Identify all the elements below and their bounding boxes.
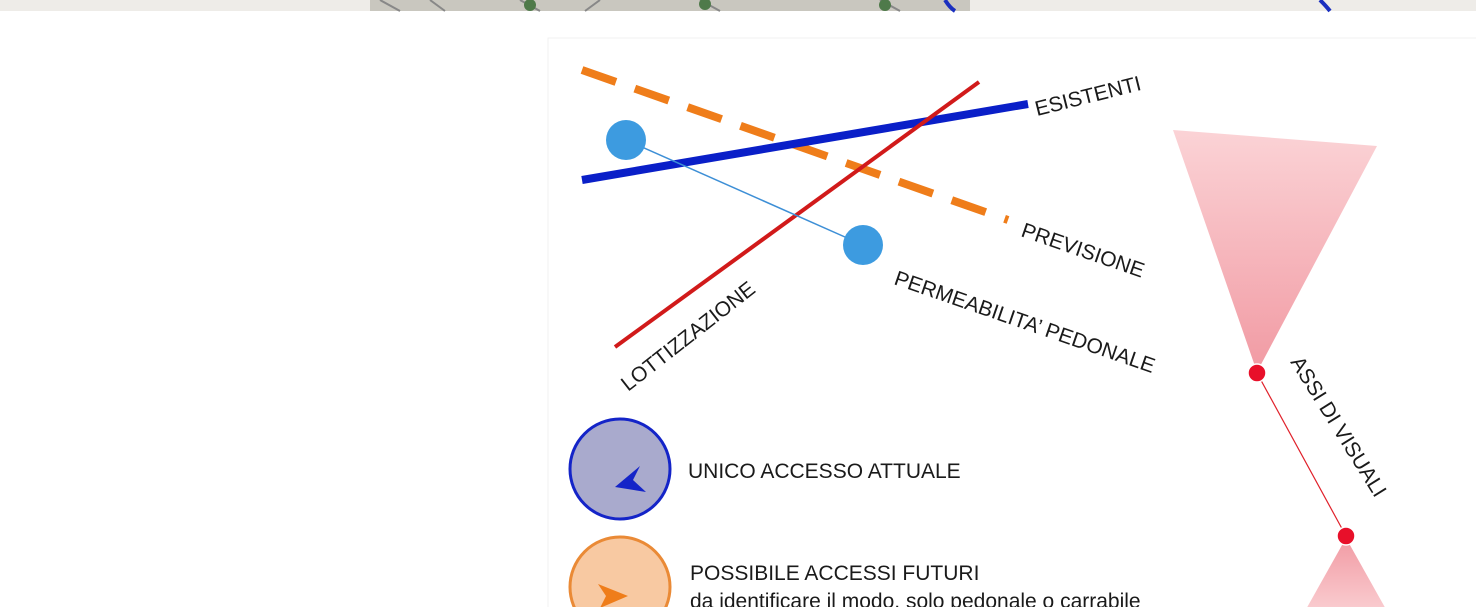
map-legend: ESISTENTI PREVISIONE LOTTIZZAZIONE PERME… <box>0 0 1476 607</box>
view-point <box>1248 364 1266 382</box>
pedestrian-node <box>843 225 883 265</box>
view-point <box>1337 527 1355 545</box>
future-access-note: da identificare il modo, solo pedonale o… <box>690 590 1141 607</box>
pedestrian-node <box>606 120 646 160</box>
future-access-label: POSSIBILE ACCESSI FUTURI <box>690 562 979 585</box>
page: ESISTENTI PREVISIONE LOTTIZZAZIONE PERME… <box>0 0 1476 607</box>
current-access-symbol <box>570 419 670 519</box>
current-access-label: UNICO ACCESSO ATTUALE <box>688 460 961 483</box>
